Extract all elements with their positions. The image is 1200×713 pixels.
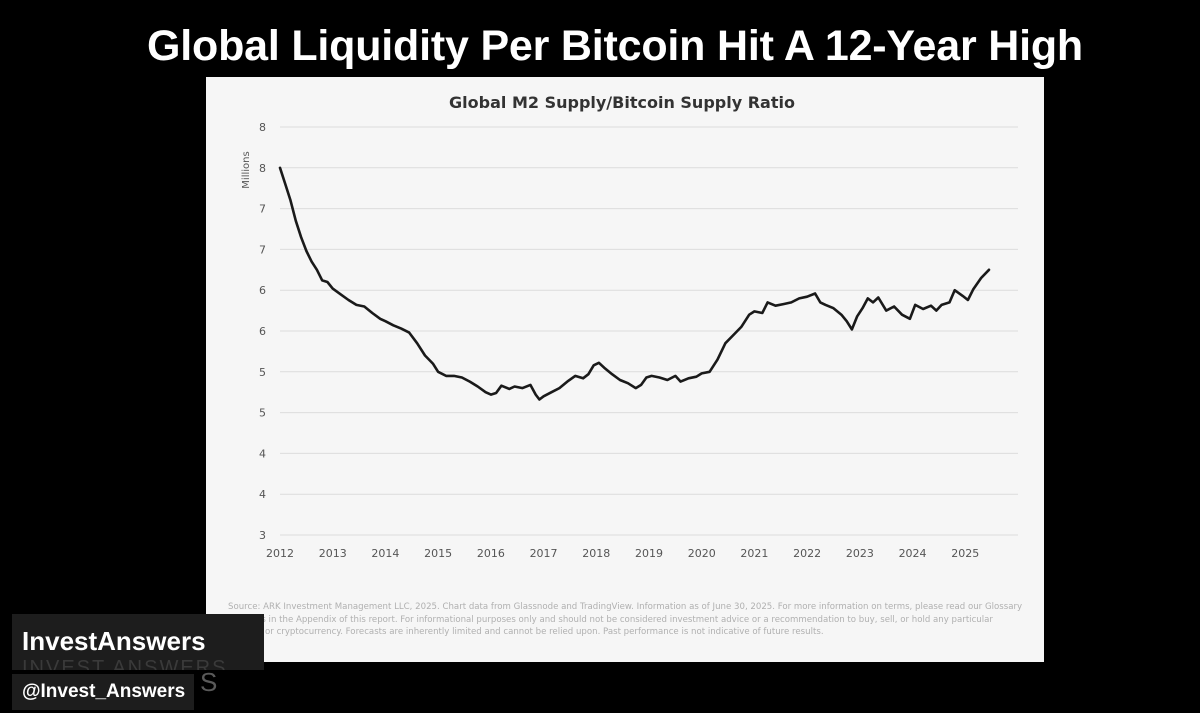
chart-card: Global M2 Supply/Bitcoin Supply Ratio Mi… [206,77,1044,662]
y-tick-label: 6 [259,325,266,338]
y-tick-labels: 3 4 4 5 5 6 6 7 7 8 8 [259,121,266,542]
handle-tail: S [200,667,218,697]
chart-svg: Global M2 Supply/Bitcoin Supply Ratio Mi… [241,93,1018,560]
x-tick-label: 2016 [477,547,505,560]
x-tick-labels: 2012 2013 2014 2015 2016 2017 2018 2019 2020 2021… [266,547,979,560]
chart-title: Global M2 Supply/Bitcoin Supply Ratio [449,93,795,112]
series-line [278,166,991,401]
y-axis-label: Millions [241,151,252,188]
x-tick-label: 2022 [793,547,821,560]
x-tick-label: 2020 [688,547,716,560]
brand-name: InvestAnswers [22,626,206,656]
x-tick-label: 2015 [424,547,452,560]
y-tick-label: 6 [259,284,266,297]
x-tick-label: 2019 [635,547,663,560]
x-tick-label: 2018 [582,547,610,560]
x-tick-label: 2023 [846,547,874,560]
y-tick-label: 7 [259,243,266,256]
x-tick-label: 2013 [319,547,347,560]
x-tick-label: 2025 [951,547,979,560]
y-tick-label: 8 [259,162,266,175]
y-tick-label: 8 [259,121,266,134]
grid-lines [280,126,1018,536]
y-tick-label: 5 [259,366,266,379]
x-tick-label: 2024 [899,547,927,560]
y-tick-label: 4 [259,488,266,501]
y-tick-label: 4 [259,447,266,460]
x-tick-label: 2014 [371,547,399,560]
brand-handle: @Invest_Answers [22,681,186,702]
x-tick-label: 2017 [530,547,558,560]
headline: Global Liquidity Per Bitcoin Hit A 12-Ye… [147,22,1083,70]
y-tick-label: 5 [259,407,266,420]
x-tick-label: 2012 [266,547,294,560]
series-layer [278,166,991,401]
x-tick-label: 2021 [740,547,768,560]
handle-box: @Invest_Answers [12,674,194,710]
brand-box: InvestAnswers INVEST ANSWERS [12,614,264,670]
brand-watermark: INVEST ANSWERS [22,657,228,670]
y-tick-label: 7 [259,203,266,216]
y-tick-label: 3 [259,529,266,542]
source-note: Source: ARK Investment Management LLC, 2… [228,602,1023,638]
